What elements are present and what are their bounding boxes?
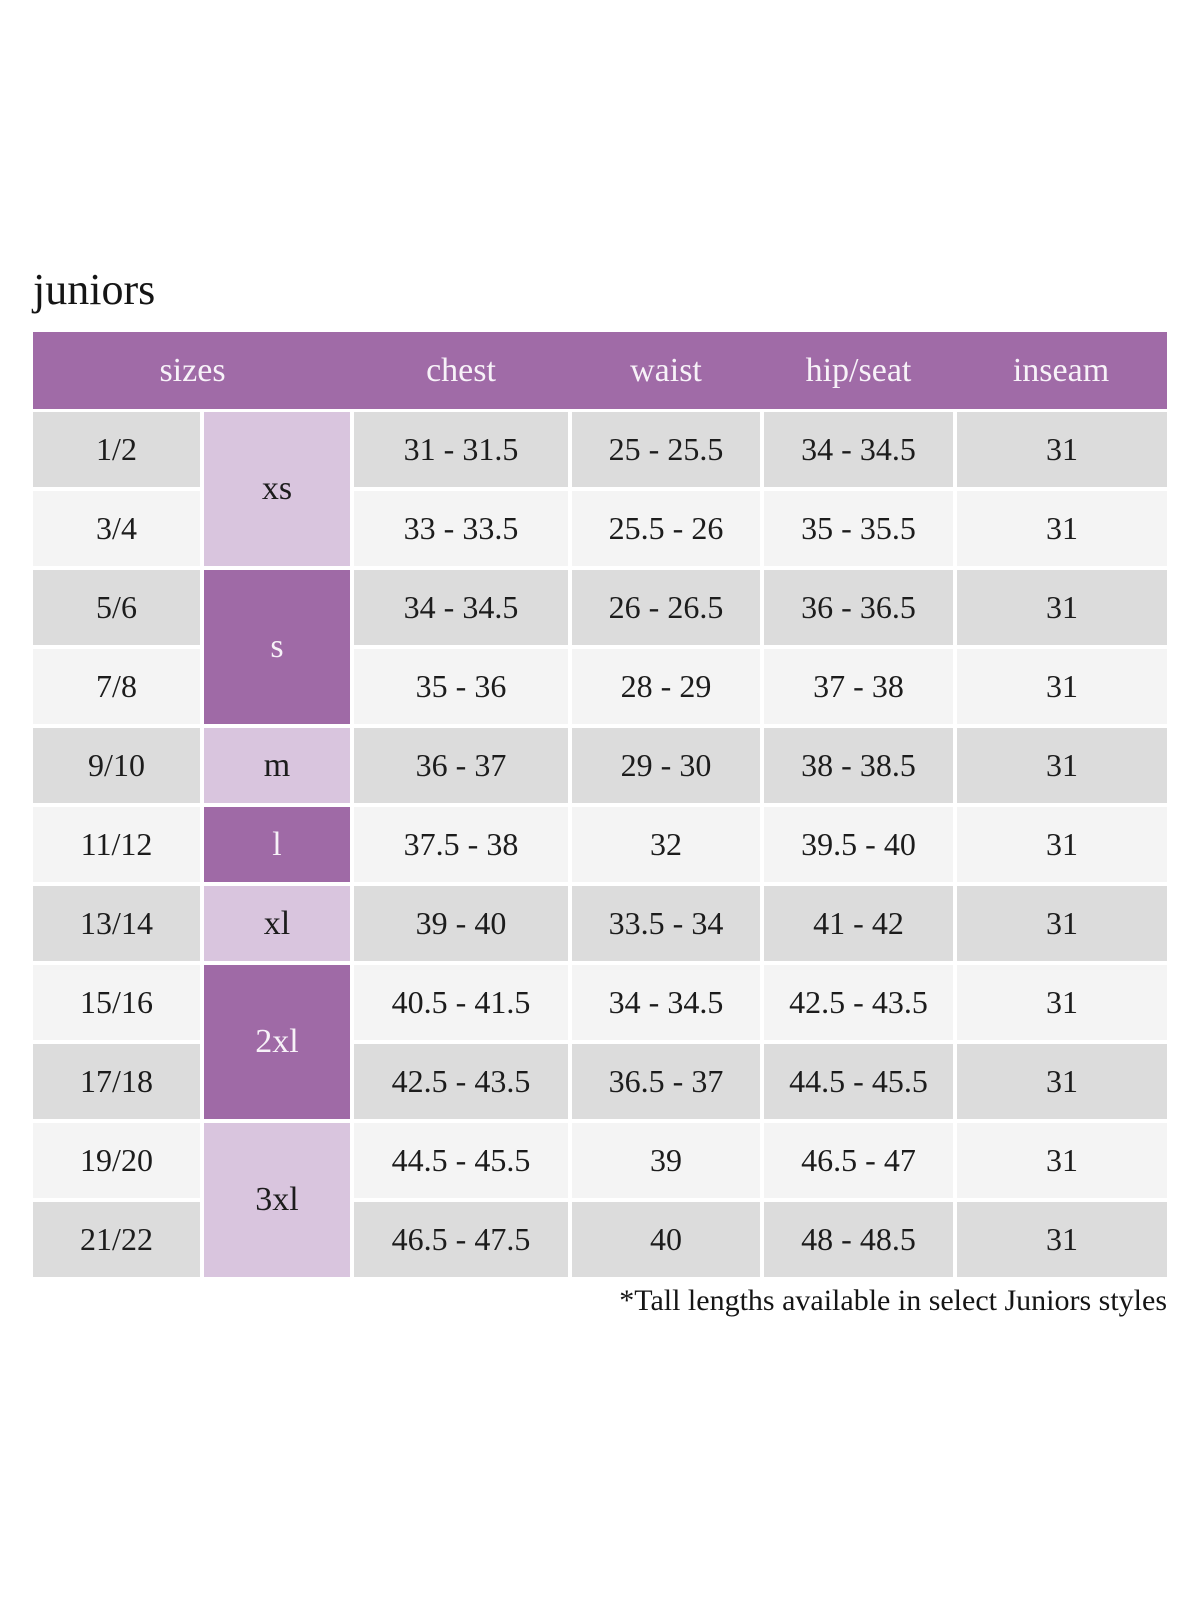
inseam-cell: 31 (957, 886, 1167, 961)
size-cell: 11/12 (33, 807, 200, 882)
inseam-cell: 31 (957, 1202, 1167, 1277)
size-group-cell: xs (204, 412, 350, 566)
hip-seat-cell: 39.5 - 40 (764, 807, 953, 882)
chest-cell: 31 - 31.5 (354, 412, 568, 487)
size-group-cell: s (204, 570, 350, 724)
size-cell: 15/16 (33, 965, 200, 1040)
size-group-cell: 2xl (204, 965, 350, 1119)
inseam-cell: 31 (957, 412, 1167, 487)
hip-seat-cell: 48 - 48.5 (764, 1202, 953, 1277)
size-cell: 21/22 (33, 1202, 200, 1277)
hip-seat-cell: 34 - 34.5 (764, 412, 953, 487)
waist-cell: 40 (572, 1202, 760, 1277)
chest-cell: 37.5 - 38 (354, 807, 568, 882)
size-chart-body: 1/2 31 - 31.5 25 - 25.5 34 - 34.5 31 3/4 33 - … (33, 412, 1167, 1277)
inseam-cell: 31 (957, 1044, 1167, 1119)
waist-cell: 39 (572, 1123, 760, 1198)
hip-seat-cell: 42.5 - 43.5 (764, 965, 953, 1040)
size-cell: 3/4 (33, 491, 200, 566)
table-header-row: sizes chest waist hip/seat inseam (33, 332, 1167, 409)
inseam-cell: 31 (957, 491, 1167, 566)
inseam-cell: 31 (957, 570, 1167, 645)
waist-cell: 29 - 30 (572, 728, 760, 803)
hip-seat-cell: 35 - 35.5 (764, 491, 953, 566)
chest-cell: 36 - 37 (354, 728, 568, 803)
chest-cell: 39 - 40 (354, 886, 568, 961)
size-cell: 7/8 (33, 649, 200, 724)
inseam-cell: 31 (957, 807, 1167, 882)
size-group-cell: l (204, 807, 350, 882)
tall-lengths-footnote: *Tall lengths available in select Junior… (619, 1284, 1167, 1317)
size-cell: 13/14 (33, 886, 200, 961)
waist-cell: 25.5 - 26 (572, 491, 760, 566)
hip-seat-cell: 46.5 - 47 (764, 1123, 953, 1198)
inseam-cell: 31 (957, 649, 1167, 724)
column-header-sizes: sizes (159, 351, 226, 389)
waist-cell: 36.5 - 37 (572, 1044, 760, 1119)
waist-cell: 26 - 26.5 (572, 570, 760, 645)
inseam-cell: 31 (957, 1123, 1167, 1198)
juniors-size-chart: sizes chest waist hip/seat inseam 1/2 31 … (33, 332, 1167, 1277)
chest-cell: 35 - 36 (354, 649, 568, 724)
size-cell: 9/10 (33, 728, 200, 803)
waist-cell: 34 - 34.5 (572, 965, 760, 1040)
hip-seat-cell: 37 - 38 (764, 649, 953, 724)
size-cell: 5/6 (33, 570, 200, 645)
waist-cell: 28 - 29 (572, 649, 760, 724)
waist-cell: 33.5 - 34 (572, 886, 760, 961)
chest-cell: 33 - 33.5 (354, 491, 568, 566)
inseam-cell: 31 (957, 728, 1167, 803)
hip-seat-cell: 41 - 42 (764, 886, 953, 961)
column-header-chest: chest (426, 351, 496, 389)
hip-seat-cell: 38 - 38.5 (764, 728, 953, 803)
hip-seat-cell: 44.5 - 45.5 (764, 1044, 953, 1119)
chest-cell: 42.5 - 43.5 (354, 1044, 568, 1119)
size-group-cell: xl (204, 886, 350, 961)
size-cell: 17/18 (33, 1044, 200, 1119)
inseam-cell: 31 (957, 965, 1167, 1040)
chest-cell: 44.5 - 45.5 (354, 1123, 568, 1198)
column-header-waist: waist (630, 351, 702, 389)
waist-cell: 25 - 25.5 (572, 412, 760, 487)
chest-cell: 34 - 34.5 (354, 570, 568, 645)
chest-cell: 40.5 - 41.5 (354, 965, 568, 1040)
chest-cell: 46.5 - 47.5 (354, 1202, 568, 1277)
size-cell: 1/2 (33, 412, 200, 487)
hip-seat-cell: 36 - 36.5 (764, 570, 953, 645)
column-header-hip-seat: hip/seat (805, 351, 912, 389)
size-cell: 19/20 (33, 1123, 200, 1198)
size-group-cell: m (204, 728, 350, 803)
size-group-cell: 3xl (204, 1123, 350, 1277)
column-header-inseam: inseam (1012, 351, 1110, 389)
page-title: juniors (33, 265, 156, 314)
waist-cell: 32 (572, 807, 760, 882)
